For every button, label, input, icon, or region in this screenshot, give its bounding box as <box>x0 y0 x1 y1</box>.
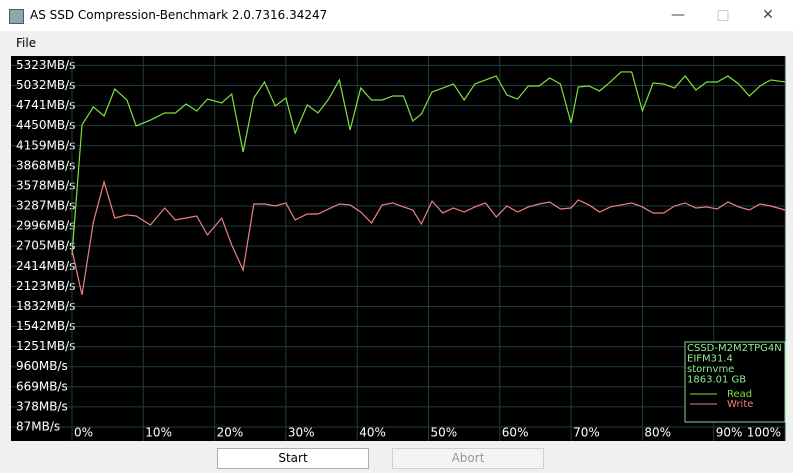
y-tick-label: 87MB/s <box>16 419 60 433</box>
x-tick-label: 10% <box>145 426 172 440</box>
title-bar: AS SSD Compression-Benchmark 2.0.7316.34… <box>0 0 793 31</box>
y-tick-label: 3287MB/s <box>16 198 75 212</box>
x-tick-label: 100% <box>747 426 781 440</box>
x-tick-label: 20% <box>217 426 244 440</box>
y-tick-label: 3868MB/s <box>16 158 75 172</box>
y-tick-label: 5323MB/s <box>16 58 75 72</box>
x-tick-label: 50% <box>431 426 458 440</box>
y-tick-label: 2123MB/s <box>16 279 75 293</box>
x-tick-label: 40% <box>359 426 386 440</box>
legend-box <box>684 341 786 423</box>
y-tick-label: 4159MB/s <box>16 138 75 152</box>
x-tick-label: 80% <box>644 426 671 440</box>
x-tick-label: 90% <box>716 426 743 440</box>
maximize-button[interactable]: □ <box>716 7 730 23</box>
minimize-button[interactable]: — <box>671 7 685 23</box>
y-tick-label: 2996MB/s <box>16 219 75 233</box>
drive-info: stornvme <box>687 364 734 375</box>
y-tick-label: 2414MB/s <box>16 259 75 273</box>
legend-label: Read <box>727 389 752 400</box>
drive-info: CSSD-M2M2TPG4N <box>687 343 782 354</box>
series-line <box>71 71 786 256</box>
y-tick-label: 4450MB/s <box>16 118 75 132</box>
window-title: AS SSD Compression-Benchmark 2.0.7316.34… <box>30 8 328 22</box>
y-tick-label: 4741MB/s <box>16 98 75 112</box>
menu-file[interactable]: File <box>16 36 37 50</box>
x-tick-label: 30% <box>288 426 315 440</box>
y-tick-label: 5032MB/s <box>16 78 75 92</box>
y-tick-label: 378MB/s <box>16 399 68 413</box>
plot-background <box>11 56 785 441</box>
drive-info: 1863.01 GB <box>687 375 746 386</box>
y-tick-label: 960MB/s <box>16 359 68 373</box>
y-tick-label: 1832MB/s <box>16 299 75 313</box>
start-button[interactable]: Start <box>217 448 369 469</box>
abort-button: Abort <box>392 448 544 469</box>
close-button[interactable]: ✕ <box>762 7 774 23</box>
y-tick-label: 669MB/s <box>16 379 68 393</box>
x-tick-label: 70% <box>573 426 600 440</box>
y-tick-label: 1251MB/s <box>16 339 75 353</box>
y-tick-label: 1542MB/s <box>16 319 75 333</box>
series-line <box>71 179 786 296</box>
app-icon <box>9 9 24 24</box>
drive-info: EIFM31.4 <box>687 354 733 365</box>
y-tick-label: 2705MB/s <box>16 239 75 253</box>
x-tick-label: 0% <box>74 426 93 440</box>
x-tick-label: 60% <box>502 426 529 440</box>
legend-label: Write <box>727 399 753 410</box>
y-tick-label: 3578MB/s <box>16 178 75 192</box>
